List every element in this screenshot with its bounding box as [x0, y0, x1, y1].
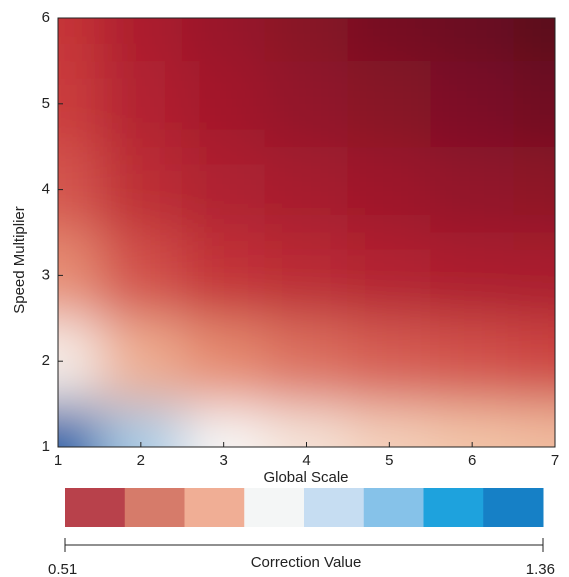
heatmap-cell: [99, 404, 183, 447]
y-tick-label: 6: [42, 9, 50, 26]
heatmap-cell: [182, 146, 266, 233]
heatmap-cell: [58, 318, 100, 405]
colorbar-swatch: [304, 488, 365, 527]
heatmap-cell: [347, 146, 431, 233]
heatmap-cell: [347, 232, 431, 319]
x-tick-label: 4: [302, 452, 310, 469]
colorbar-swatch: [65, 488, 126, 527]
heatmap-cell: [513, 232, 555, 319]
heatmap-cell: [265, 232, 348, 319]
heatmap-cell: [430, 232, 514, 319]
colorbar-swatch: [363, 488, 424, 527]
heatmap-cell: [182, 18, 266, 61]
heatmap-cell: [430, 318, 514, 405]
heatmap-cell: [347, 60, 431, 147]
x-axis-label: Global Scale: [263, 469, 348, 486]
y-tick-label: 1: [42, 438, 50, 455]
colorbar-label: Correction Value: [251, 554, 362, 571]
heatmap-cell: [265, 318, 348, 405]
heatmap-cell: [265, 404, 348, 447]
heatmap-cell: [58, 232, 100, 319]
heatmap-cell: [513, 60, 555, 147]
colorbar-swatch: [124, 488, 185, 527]
y-tick-label: 2: [42, 352, 50, 369]
heatmap-cell: [347, 404, 431, 447]
colorbar-swatch: [423, 488, 484, 527]
colorbar-swatch: [184, 488, 245, 527]
x-tick-label: 3: [219, 452, 227, 469]
x-tick-label: 7: [551, 452, 559, 469]
heatmap-cell: [347, 18, 431, 61]
heatmap-cell: [99, 146, 183, 233]
heatmap-cell: [430, 404, 514, 447]
heatmap-cell: [265, 18, 348, 61]
heatmap-cell: [430, 60, 514, 147]
colorbar-swatch: [244, 488, 305, 527]
colorbar-max-label: 1.36: [526, 561, 555, 577]
heatmap-cell: [182, 60, 266, 147]
heatmap-cell: [58, 404, 100, 447]
heatmap-cell: [513, 146, 555, 233]
x-tick-label: 2: [137, 452, 145, 469]
heatmap-cell: [513, 318, 555, 405]
heatmap-cell: [265, 60, 348, 147]
heatmap-cell: [58, 60, 100, 147]
heatmap-cell: [99, 18, 183, 61]
x-tick-label: 1: [54, 452, 62, 469]
heatmap-cell: [99, 232, 183, 319]
heatmap-cell: [99, 60, 183, 147]
heatmap-cell: [99, 318, 183, 405]
heatmap-cell: [430, 146, 514, 233]
heatmap-cell: [430, 18, 514, 61]
y-tick-label: 5: [42, 95, 50, 112]
x-tick-label: 5: [385, 452, 393, 469]
heatmap-cell: [182, 232, 266, 319]
colorbar-min-label: 0.51: [48, 561, 77, 577]
y-axis-label: Speed Multiplier: [11, 206, 28, 314]
heatmap-cell: [58, 18, 100, 61]
y-tick-label: 4: [42, 181, 50, 198]
x-tick-label: 6: [468, 452, 476, 469]
y-tick-label: 3: [42, 266, 50, 283]
colorbar-swatch: [483, 488, 544, 527]
heatmap-cell: [265, 146, 348, 233]
heatmap-cell: [513, 404, 555, 447]
heatmap-cell: [347, 318, 431, 405]
axes: 1 2 3 4 5 6 7 1 2 3 4 5 6: [42, 9, 560, 469]
heatmap-cell: [182, 318, 266, 405]
heatmap-cell: [513, 18, 555, 61]
colorbar: [65, 488, 544, 527]
heatmap-cell: [182, 404, 266, 447]
heatmap-cell: [58, 146, 100, 233]
